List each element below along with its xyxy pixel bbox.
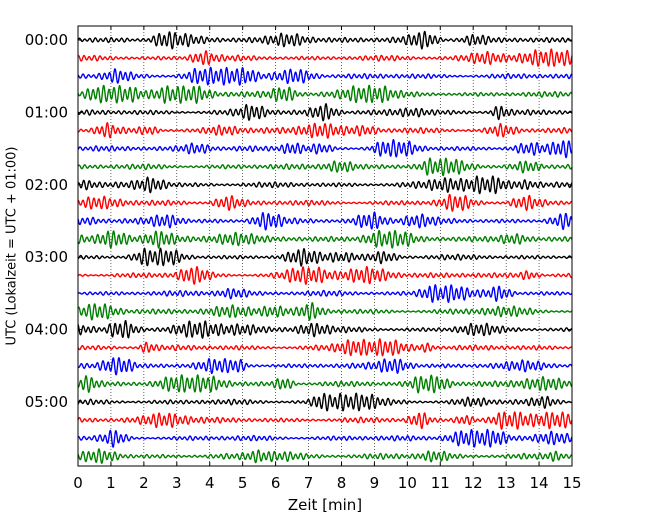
trace-layer: [77, 30, 573, 464]
trace-line-0315: [77, 265, 573, 285]
grid-layer: [110, 26, 540, 466]
trace-line-0330: [77, 284, 573, 303]
trace-line-0015: [77, 48, 573, 67]
trace-line-0045: [77, 84, 573, 104]
trace-line-0100: [77, 103, 573, 122]
trace-line-0300: [77, 247, 573, 267]
trace-line-0415: [77, 338, 573, 357]
x-tick-label: 15: [562, 474, 581, 492]
trace-line-0130: [77, 138, 573, 159]
y-tick-label: 03:00: [25, 248, 68, 266]
y-tick-label: 00:00: [25, 31, 68, 49]
x-tick-label: 11: [431, 474, 450, 492]
x-tick-label: 9: [370, 474, 380, 492]
x-tick-label: 8: [337, 474, 347, 492]
trace-line-0500: [77, 392, 573, 412]
trace-line-0545: [77, 448, 573, 464]
x-tick-label: 13: [497, 474, 516, 492]
trace-line-0345: [77, 302, 573, 321]
trace-line-0115: [77, 122, 573, 139]
x-tick-label: 6: [271, 474, 281, 492]
x-tick-label: 14: [530, 474, 549, 492]
x-axis-label: Zeit [min]: [288, 496, 362, 514]
x-tick-label: 12: [464, 474, 483, 492]
x-tick-label: 0: [73, 474, 83, 492]
trace-line-0230: [77, 211, 573, 231]
trace-line-0400: [77, 320, 573, 339]
y-tick-label: 01:00: [25, 103, 68, 121]
trace-line-0200: [77, 175, 573, 195]
trace-line-0245: [77, 229, 573, 249]
y-tick-label: 02:00: [25, 176, 68, 194]
x-tick-label: 7: [304, 474, 314, 492]
trace-line-0215: [77, 193, 573, 212]
tick-layer: 0 1 2 3 4 5 6 7 8 9 10 11 12 13 14 1500:0001:0002:0003:…: [25, 26, 582, 492]
trace-line-0000: [77, 30, 573, 50]
plot-frame: [77, 25, 573, 467]
trace-line-0515: [77, 411, 573, 430]
trace-line-0030: [77, 66, 573, 86]
trace-line-0145: [77, 157, 573, 177]
x-tick-label: 10: [398, 474, 417, 492]
trace-line-0445: [77, 374, 573, 394]
x-tick-label: 5: [238, 474, 248, 492]
x-tick-label: 1: [106, 474, 116, 492]
trace-line-0430: [77, 357, 573, 376]
y-tick-label: 05:00: [25, 393, 68, 411]
trace-line-0530: [77, 428, 573, 448]
x-tick-label: 4: [205, 474, 215, 492]
y-tick-label: 04:00: [25, 321, 68, 339]
x-tick-label: 2: [139, 474, 149, 492]
y-axis-label: UTC (Lokalzeit = UTC + 01:00): [5, 147, 20, 346]
x-tick-label: 3: [172, 474, 182, 492]
